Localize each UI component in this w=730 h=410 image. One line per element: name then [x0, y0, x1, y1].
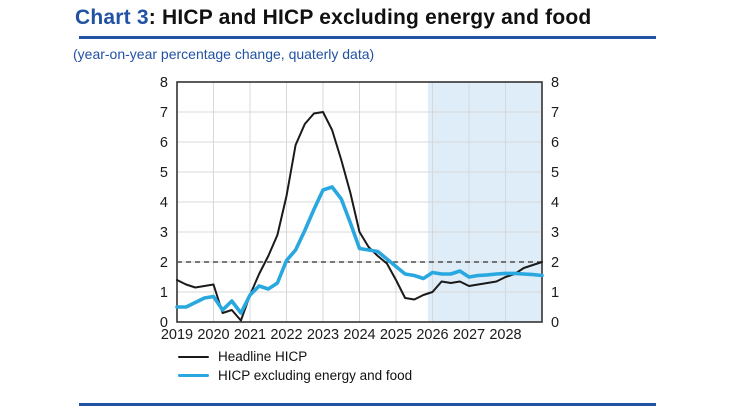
x-axis-tick-label: 2028 — [489, 327, 521, 343]
chart-legend: Headline HICP HICP excluding energy and … — [178, 347, 412, 385]
y-axis-tick-label-left: 7 — [160, 105, 168, 121]
headline-hicp-line — [176, 111, 543, 322]
y-axis-tick-label-left: 5 — [160, 165, 168, 181]
chart-title-number: Chart 3 — [75, 6, 149, 29]
y-axis-tick-label-left: 4 — [160, 195, 168, 211]
x-axis-tick-label: 2020 — [197, 327, 229, 343]
legend-label: Headline HICP — [218, 349, 308, 364]
x-axis-tick-label: 2022 — [270, 327, 302, 343]
core-hicp-line — [175, 185, 544, 315]
y-axis-tick-label-right: 6 — [551, 135, 559, 151]
x-axis-tick-label: 2019 — [161, 327, 193, 343]
y-axis-tick-label-left: 6 — [160, 135, 168, 151]
x-axis-tick-label: 2024 — [343, 327, 375, 343]
y-axis-tick-label-right: 5 — [551, 165, 559, 181]
legend-item-core-hicp: HICP excluding energy and food — [178, 366, 412, 385]
x-axis-tick-label: 2026 — [416, 327, 448, 343]
y-axis-tick-label-left: 0 — [160, 315, 168, 331]
y-axis-tick-label-right: 1 — [551, 285, 559, 301]
x-axis-tick-label: 2023 — [307, 327, 339, 343]
core-hicp-line-swatch — [178, 373, 209, 378]
headline-hicp-line-swatch — [178, 355, 209, 358]
y-axis-tick-label-left: 8 — [160, 75, 168, 91]
chart-title-text: : HICP and HICP excluding energy and foo… — [148, 6, 592, 29]
x-axis-tick-label: 2027 — [453, 327, 485, 343]
x-axis-tick-label: 2021 — [234, 327, 266, 343]
y-axis-tick-label-right: 0 — [551, 315, 559, 331]
chart-subtitle: (year-on-year percentage change, quaterl… — [73, 46, 375, 62]
y-axis-tick-label-right: 3 — [551, 225, 559, 241]
y-axis-tick-label-left: 1 — [160, 285, 168, 301]
y-axis-tick-label-right: 2 — [551, 255, 559, 271]
y-axis-tick-label-left: 3 — [160, 225, 168, 241]
chart-title: Chart 3: HICP and HICP excluding energy … — [75, 6, 591, 30]
y-axis-tick-label-right: 8 — [551, 75, 559, 91]
y-axis-tick-label-left: 2 — [160, 255, 168, 271]
plot-frame — [176, 81, 543, 323]
y-axis-tick-label-right: 7 — [551, 105, 559, 121]
legend-item-headline-hicp: Headline HICP — [178, 347, 412, 366]
bottom-divider-rule — [79, 403, 656, 406]
title-divider-rule — [79, 36, 656, 39]
legend-label: HICP excluding energy and food — [218, 368, 413, 383]
y-axis-tick-label-right: 4 — [551, 195, 559, 211]
x-axis-tick-label: 2025 — [380, 327, 412, 343]
